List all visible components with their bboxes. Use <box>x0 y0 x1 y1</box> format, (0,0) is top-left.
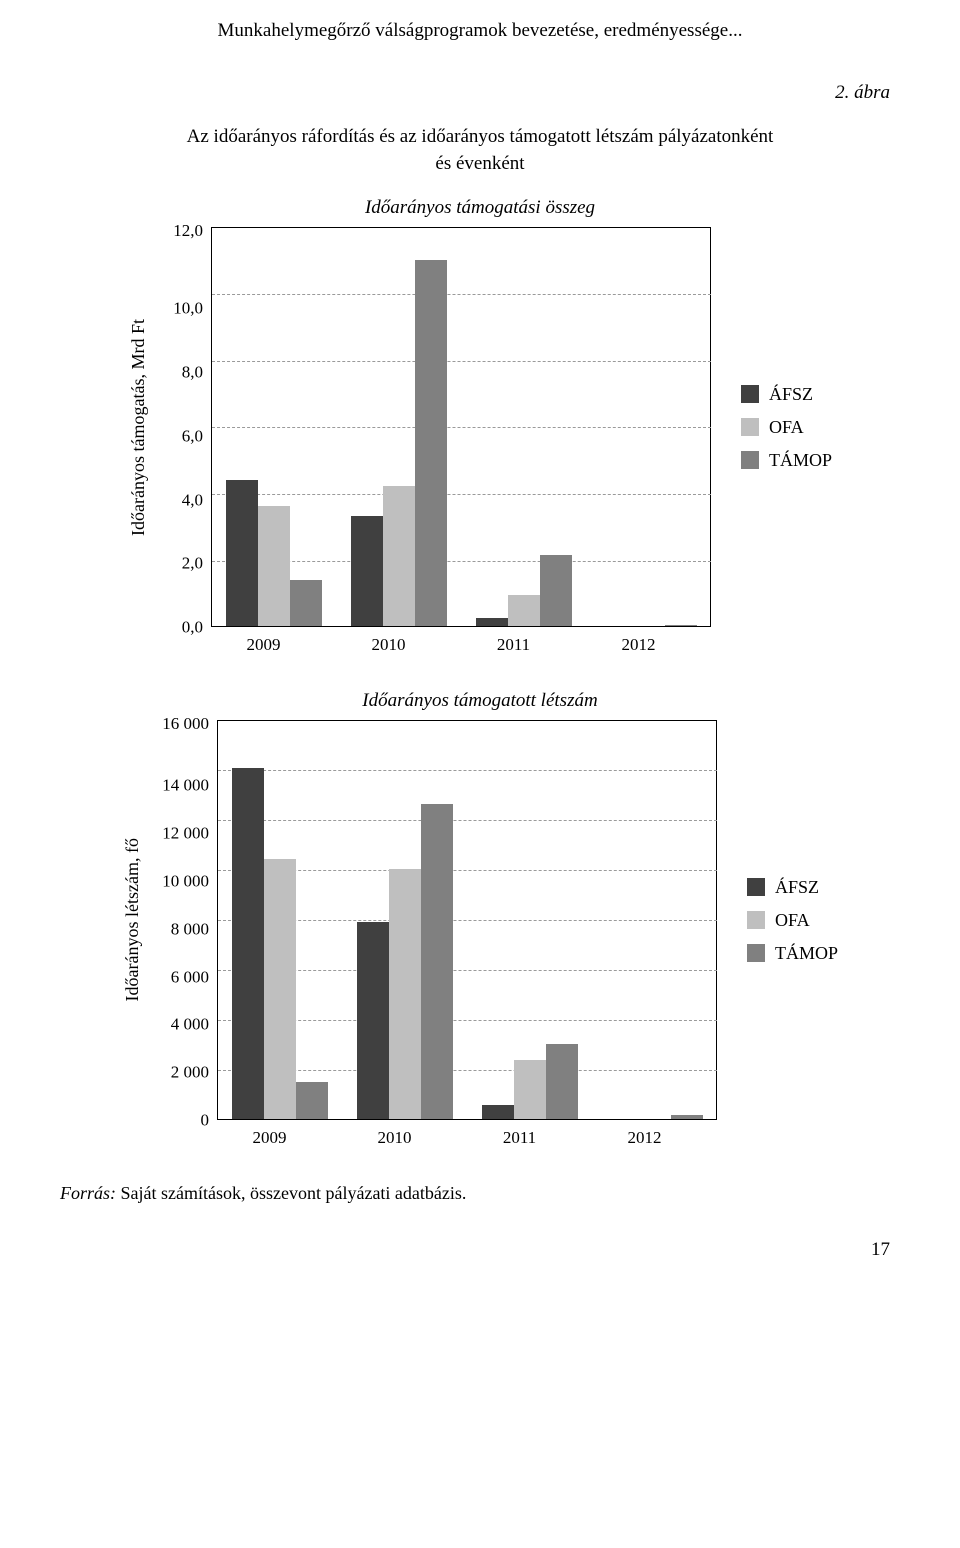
bar <box>508 595 540 627</box>
legend-label: TÁMOP <box>769 450 832 471</box>
legend-swatch <box>747 878 765 896</box>
legend-item: OFA <box>741 417 832 438</box>
y-tick-label: 8,0 <box>159 363 203 380</box>
legend-swatch <box>747 911 765 929</box>
x-tick-label: 2009 <box>207 1128 332 1148</box>
figure-title-line-1: Az időarányos ráfordítás és az időarányo… <box>187 126 774 147</box>
bar-group <box>462 555 587 627</box>
y-tick-label: 8 000 <box>153 920 209 937</box>
bar <box>383 486 415 626</box>
page-header: Munkahelymegőrző válságprogramok bevezet… <box>60 20 900 42</box>
bar <box>258 506 290 626</box>
legend-swatch <box>741 451 759 469</box>
bar <box>415 260 447 627</box>
chart-1-y-axis-label: Időarányos támogatás, Mrd Ft <box>128 319 149 536</box>
y-tick-label: 0,0 <box>159 619 203 636</box>
bar-group <box>468 1044 593 1119</box>
figure-number-label: 2. ábra <box>60 82 900 104</box>
chart-2-legend: ÁFSZ OFA TÁMOP <box>747 865 838 976</box>
legend-item: TÁMOP <box>741 450 832 471</box>
legend-item: OFA <box>747 910 838 931</box>
y-tick-label: 14 000 <box>153 777 209 794</box>
legend-label: TÁMOP <box>775 943 838 964</box>
x-tick-label: 2010 <box>332 1128 457 1148</box>
bar-group <box>218 768 343 1119</box>
legend-label: OFA <box>775 910 810 931</box>
chart-1-subtitle: Időarányos támogatási összeg <box>60 197 900 219</box>
legend-swatch <box>741 385 759 403</box>
chart-1: Időarányos támogatási összeg Időarányos … <box>60 197 900 655</box>
bar <box>546 1044 578 1119</box>
legend-swatch <box>747 944 765 962</box>
bar <box>482 1105 514 1119</box>
bar-group <box>587 625 712 627</box>
legend-label: ÁFSZ <box>775 877 819 898</box>
source-line: Forrás: Saját számítások, összevont pály… <box>60 1183 900 1204</box>
chart-1-plot-area <box>211 227 711 627</box>
bar <box>264 859 296 1119</box>
legend-label: OFA <box>769 417 804 438</box>
bar <box>296 1082 328 1120</box>
bar <box>226 480 258 627</box>
y-tick-label: 12 000 <box>153 824 209 841</box>
bar <box>671 1115 703 1119</box>
legend-item: ÁFSZ <box>747 877 838 898</box>
source-text: Saját számítások, összevont pályázati ad… <box>116 1183 466 1203</box>
bar-group <box>337 260 462 627</box>
legend-item: TÁMOP <box>747 943 838 964</box>
figure-title: Az időarányos ráfordítás és az időarányo… <box>60 124 900 177</box>
y-tick-label: 10,0 <box>159 300 203 317</box>
legend-swatch <box>741 418 759 436</box>
x-tick-label: 2010 <box>326 635 451 655</box>
chart-2-y-axis-label: Időarányos létszám, fő <box>122 838 143 1001</box>
bar <box>357 922 389 1120</box>
bar <box>290 580 322 627</box>
chart-2-y-ticks: 16 00014 00012 00010 0008 0006 0004 0002… <box>153 720 217 1120</box>
y-tick-label: 10 000 <box>153 872 209 889</box>
bar <box>351 516 383 626</box>
bar <box>476 618 508 626</box>
bar-group <box>343 804 468 1119</box>
x-tick-label: 2012 <box>582 1128 707 1148</box>
legend-label: ÁFSZ <box>769 384 813 405</box>
x-tick-label: 2011 <box>457 1128 582 1148</box>
bar <box>421 804 453 1119</box>
page-number: 17 <box>60 1239 900 1261</box>
chart-2: Időarányos támogatott létszám Időarányos… <box>60 690 900 1148</box>
bar <box>665 625 697 627</box>
y-tick-label: 2,0 <box>159 555 203 572</box>
bar-group <box>212 480 337 627</box>
y-tick-label: 2 000 <box>153 1064 209 1081</box>
chart-2-subtitle: Időarányos támogatott létszám <box>60 690 900 712</box>
bar <box>514 1060 546 1119</box>
x-tick-label: 2012 <box>576 635 701 655</box>
chart-1-legend: ÁFSZ OFA TÁMOP <box>741 372 832 483</box>
bar <box>540 555 572 627</box>
y-tick-label: 4 000 <box>153 1016 209 1033</box>
chart-1-x-ticks: 2009201020112012 <box>201 635 701 655</box>
x-tick-label: 2011 <box>451 635 576 655</box>
chart-2-plot-area <box>217 720 717 1120</box>
y-tick-label: 6,0 <box>159 427 203 444</box>
bar-group <box>593 1115 718 1119</box>
bar <box>389 869 421 1119</box>
y-tick-label: 4,0 <box>159 491 203 508</box>
figure-title-line-2: és évenként <box>435 153 524 174</box>
y-tick-label: 0 <box>153 1112 209 1129</box>
bar <box>232 768 264 1119</box>
legend-item: ÁFSZ <box>741 384 832 405</box>
chart-1-y-ticks: 12,010,08,06,04,02,00,0 <box>159 227 211 627</box>
y-tick-label: 6 000 <box>153 968 209 985</box>
x-tick-label: 2009 <box>201 635 326 655</box>
source-prefix: Forrás: <box>60 1183 116 1203</box>
chart-2-x-ticks: 2009201020112012 <box>207 1128 707 1148</box>
y-tick-label: 16 000 <box>153 715 209 732</box>
y-tick-label: 12,0 <box>159 222 203 239</box>
